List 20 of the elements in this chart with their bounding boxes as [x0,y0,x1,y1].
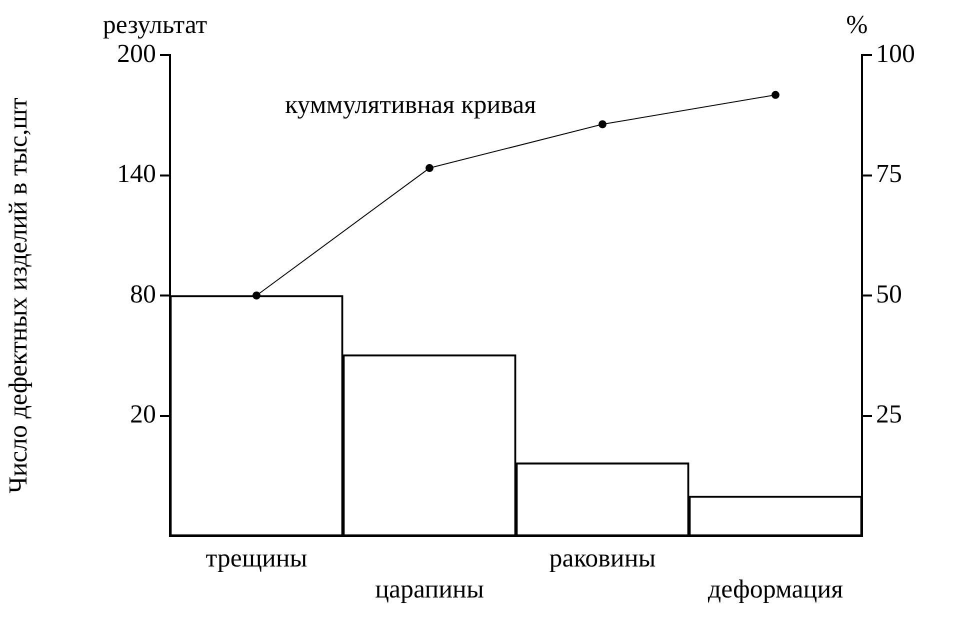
point [598,120,606,128]
annotation: куммулятивная кривая [285,90,536,119]
y-tick-label: 20 [130,400,156,429]
y2-tick-label: 75 [876,159,902,188]
y2-tick-label: 100 [876,38,915,68]
y-tick-label: 200 [117,38,156,68]
y2-axis-title: % [846,10,868,39]
y-tick-label: 80 [130,279,156,308]
point [252,292,260,300]
point [772,90,780,99]
text: результат [102,10,208,39]
y-axis-title: Число дефектных изделий в тыс,шт [3,98,32,494]
point [426,164,434,172]
y2-tick-label: 50 [876,279,902,308]
y-tick-label: 140 [117,159,156,188]
y2-tick-label: 25 [876,400,902,429]
x-tick-label: деформация [708,574,844,604]
x-tick-label: раковины [549,543,656,572]
x-tick-label: трещины [206,543,308,572]
x-tick-label: царапины [375,574,484,604]
